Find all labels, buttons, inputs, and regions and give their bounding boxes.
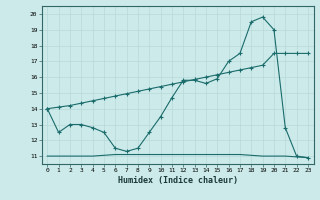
X-axis label: Humidex (Indice chaleur): Humidex (Indice chaleur): [118, 176, 237, 185]
